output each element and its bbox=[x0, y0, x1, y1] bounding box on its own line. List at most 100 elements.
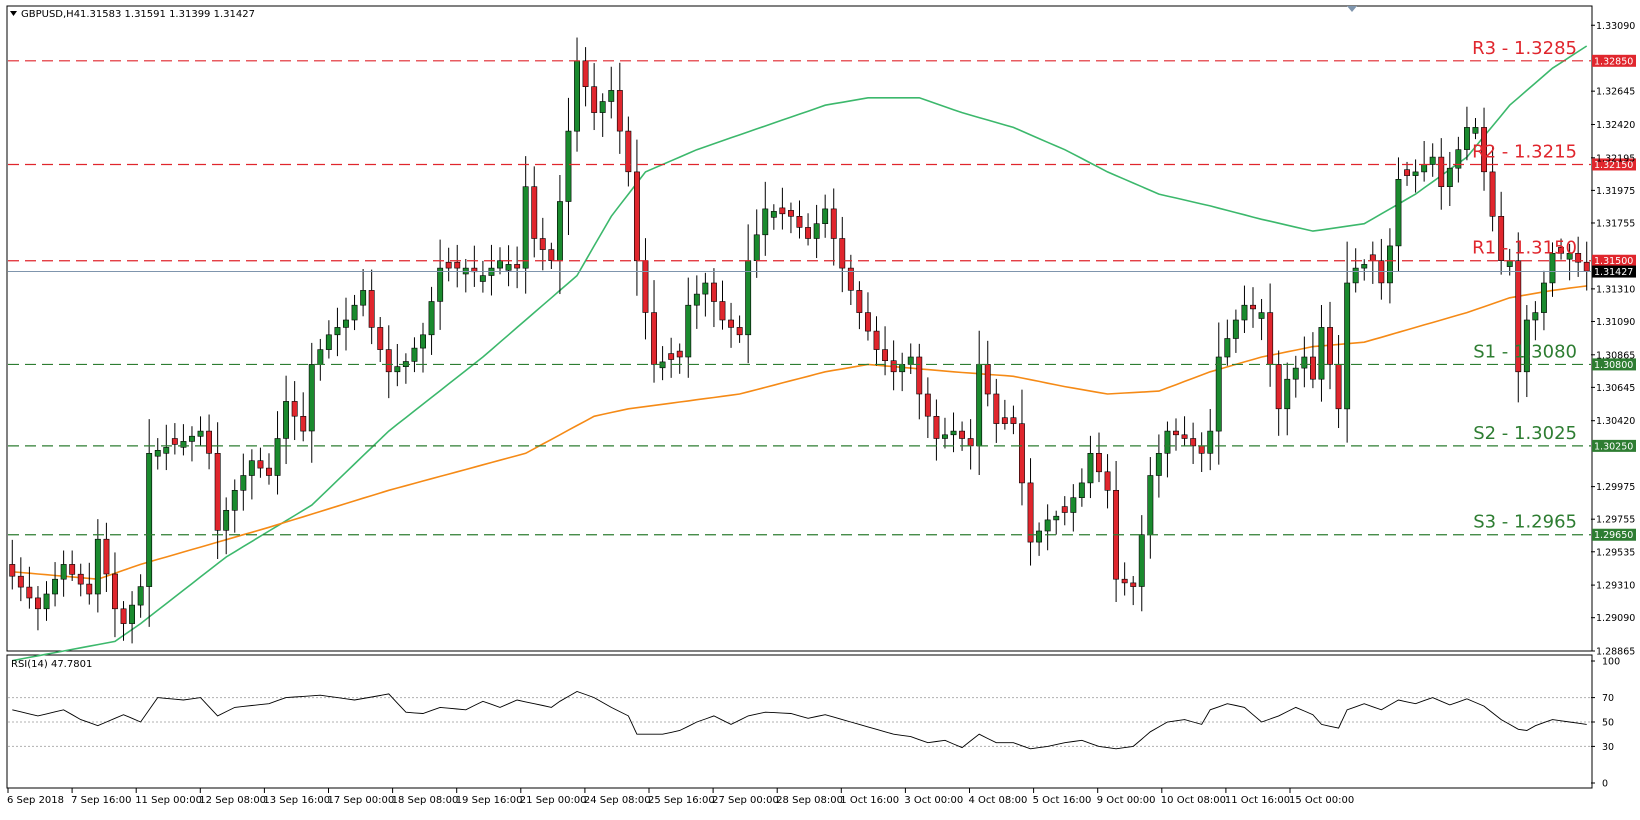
candle bbox=[514, 246, 521, 289]
candle-body bbox=[214, 452, 221, 531]
candle bbox=[189, 426, 195, 462]
candle bbox=[1429, 143, 1436, 177]
candle bbox=[882, 326, 889, 376]
y-tick-label: 1.30420 bbox=[1596, 416, 1635, 427]
candle bbox=[1053, 510, 1060, 535]
candle-body bbox=[189, 435, 195, 442]
candle-body bbox=[899, 364, 906, 373]
candle bbox=[779, 187, 786, 230]
candle-body bbox=[34, 597, 41, 610]
x-tick-label: 5 Oct 16:00 bbox=[1033, 795, 1092, 806]
candle-body bbox=[548, 249, 555, 262]
candle bbox=[933, 399, 940, 461]
candle bbox=[1464, 106, 1470, 161]
candle bbox=[924, 377, 931, 439]
candle bbox=[1104, 454, 1111, 509]
candle bbox=[1515, 232, 1522, 403]
candle-body bbox=[1104, 471, 1111, 491]
candle-body bbox=[582, 60, 589, 87]
candle bbox=[1190, 422, 1197, 464]
y-tick-label: 1.31975 bbox=[1596, 186, 1635, 197]
candle bbox=[1181, 416, 1188, 446]
candle bbox=[137, 574, 144, 618]
candle bbox=[1215, 322, 1222, 465]
candle-body bbox=[497, 260, 503, 269]
candle bbox=[1061, 496, 1068, 526]
candle-body bbox=[1070, 497, 1077, 513]
candle-body bbox=[847, 267, 854, 291]
candle bbox=[394, 344, 401, 387]
candle bbox=[539, 217, 546, 271]
candle bbox=[864, 292, 871, 341]
candle-body bbox=[325, 334, 332, 350]
candle bbox=[214, 422, 221, 560]
candle-body bbox=[924, 393, 931, 417]
candle-body bbox=[993, 393, 1000, 424]
candle-body bbox=[719, 301, 726, 321]
candle bbox=[1078, 468, 1085, 507]
candle-body bbox=[950, 430, 957, 436]
candle bbox=[1549, 242, 1556, 297]
candle-body bbox=[1395, 179, 1402, 247]
rsi-tick-label: 100 bbox=[1602, 657, 1620, 668]
candle bbox=[171, 423, 178, 455]
candle bbox=[1558, 238, 1565, 260]
candle bbox=[454, 244, 461, 288]
candle bbox=[77, 563, 84, 597]
candle-body bbox=[608, 90, 615, 102]
candle-body bbox=[171, 438, 178, 445]
level-price-tag bbox=[1592, 358, 1636, 371]
candle bbox=[9, 539, 16, 590]
candle-body bbox=[103, 538, 110, 575]
candle bbox=[112, 552, 118, 638]
resistance-label: R3 - 1.3285 bbox=[1472, 38, 1577, 59]
candle bbox=[334, 307, 341, 357]
x-tick-label: 4 Oct 08:00 bbox=[969, 795, 1028, 806]
candle-body bbox=[882, 349, 889, 362]
chart-shift-marker-icon[interactable] bbox=[1347, 6, 1357, 12]
candle-body bbox=[1361, 264, 1368, 269]
candle-body bbox=[9, 564, 16, 577]
candle-body bbox=[1472, 127, 1479, 134]
x-tick-label: 1 Oct 16:00 bbox=[840, 795, 899, 806]
candle bbox=[736, 315, 743, 343]
candle bbox=[1566, 243, 1573, 281]
candle-body bbox=[1421, 164, 1428, 173]
candle-body bbox=[1318, 327, 1325, 380]
candle bbox=[180, 424, 187, 456]
candle bbox=[1250, 287, 1257, 328]
candle-body bbox=[685, 304, 692, 358]
candle bbox=[805, 213, 812, 246]
candle-body bbox=[1215, 356, 1222, 432]
candle bbox=[1087, 435, 1094, 499]
candle bbox=[411, 337, 418, 373]
candle bbox=[291, 381, 298, 441]
candle-body bbox=[129, 604, 135, 624]
candle bbox=[120, 601, 127, 641]
level-price-tag-label: 1.29650 bbox=[1594, 530, 1633, 541]
y-tick-label: 1.30865 bbox=[1596, 350, 1635, 361]
candle-body bbox=[770, 211, 777, 218]
candle-body bbox=[531, 186, 538, 239]
candle-body bbox=[933, 415, 940, 439]
candle bbox=[702, 272, 709, 317]
candle-body bbox=[1404, 169, 1411, 176]
candle bbox=[351, 294, 358, 331]
candle-body bbox=[1515, 260, 1522, 373]
symbol-dropdown-icon[interactable] bbox=[10, 11, 17, 16]
candle bbox=[1361, 259, 1368, 281]
candle bbox=[1395, 157, 1402, 272]
candle-body bbox=[976, 364, 983, 447]
candle bbox=[1121, 562, 1128, 596]
candle-body bbox=[377, 327, 384, 350]
candle-body bbox=[1352, 267, 1359, 284]
candle-body bbox=[633, 171, 640, 262]
x-tick-label: 11 Sep 00:00 bbox=[135, 795, 202, 806]
candle-body bbox=[1583, 261, 1590, 272]
candle-body bbox=[1489, 171, 1496, 217]
candle bbox=[728, 302, 735, 348]
candle-body bbox=[146, 452, 153, 587]
candle-body bbox=[805, 227, 812, 239]
